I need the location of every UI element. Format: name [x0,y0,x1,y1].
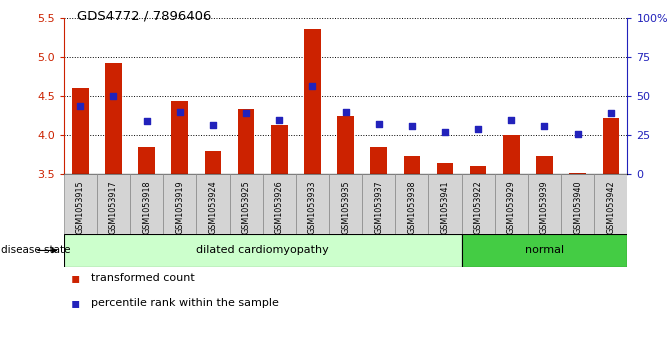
Text: GSM1053922: GSM1053922 [474,180,482,234]
Point [373,121,384,126]
Bar [172,101,188,174]
Text: ▪: ▪ [70,271,80,285]
Bar [437,163,454,174]
Text: GSM1053935: GSM1053935 [341,180,350,234]
Bar [271,125,288,174]
Point [241,110,252,115]
Bar [97,174,130,234]
Text: GSM1053924: GSM1053924 [209,180,217,234]
Bar [205,151,221,174]
Bar [338,117,354,174]
Bar [603,118,619,174]
Bar [138,147,155,174]
Point [340,109,351,115]
Text: ▪: ▪ [70,296,80,310]
Bar [64,174,97,234]
Bar [403,156,420,174]
Point [307,83,318,89]
Bar [105,63,121,174]
Text: GSM1053939: GSM1053939 [540,180,549,234]
Bar [296,174,329,234]
Bar [470,166,486,174]
Point [407,123,417,129]
Bar [304,29,321,174]
Bar [495,174,528,234]
Bar [262,174,296,234]
Point [142,118,152,124]
Bar [362,174,395,234]
Bar [503,135,519,174]
Bar [429,174,462,234]
Point [174,109,185,115]
Text: GSM1053942: GSM1053942 [607,180,615,234]
Text: GSM1053919: GSM1053919 [175,180,185,234]
Bar [163,174,197,234]
Point [207,122,218,128]
Bar [528,174,561,234]
Bar [238,110,254,174]
Bar [462,174,495,234]
Point [539,123,550,129]
Text: dilated cardiomyopathy: dilated cardiomyopathy [197,245,329,256]
Bar [197,174,229,234]
Text: GSM1053925: GSM1053925 [242,180,250,234]
Bar [370,147,387,174]
Point [75,103,86,109]
Point [440,129,450,135]
Text: GSM1053915: GSM1053915 [76,180,85,234]
Bar [561,174,595,234]
Bar [329,174,362,234]
Point [605,110,616,116]
Text: GDS4772 / 7896406: GDS4772 / 7896406 [77,9,211,22]
Text: GSM1053926: GSM1053926 [274,180,284,234]
Point [572,131,583,137]
Text: GSM1053938: GSM1053938 [407,180,417,234]
Bar [229,174,262,234]
Text: GSM1053918: GSM1053918 [142,180,151,234]
Text: GSM1053917: GSM1053917 [109,180,118,234]
Point [473,126,484,132]
Bar [72,87,89,174]
Text: GSM1053929: GSM1053929 [507,180,516,234]
Bar [570,173,586,174]
Bar [595,174,627,234]
Text: percentile rank within the sample: percentile rank within the sample [91,298,278,308]
Text: GSM1053941: GSM1053941 [441,180,450,234]
Text: transformed count: transformed count [91,273,195,283]
Point [506,117,517,123]
Point [108,93,119,99]
Bar [130,174,163,234]
Text: normal: normal [525,245,564,256]
Bar [395,174,429,234]
Text: GSM1053937: GSM1053937 [374,180,383,234]
Text: GSM1053933: GSM1053933 [308,180,317,234]
Bar [64,234,462,267]
Bar [462,234,627,267]
Bar [536,156,553,174]
Text: GSM1053940: GSM1053940 [573,180,582,234]
Point [274,117,285,123]
Text: disease state: disease state [1,245,71,256]
